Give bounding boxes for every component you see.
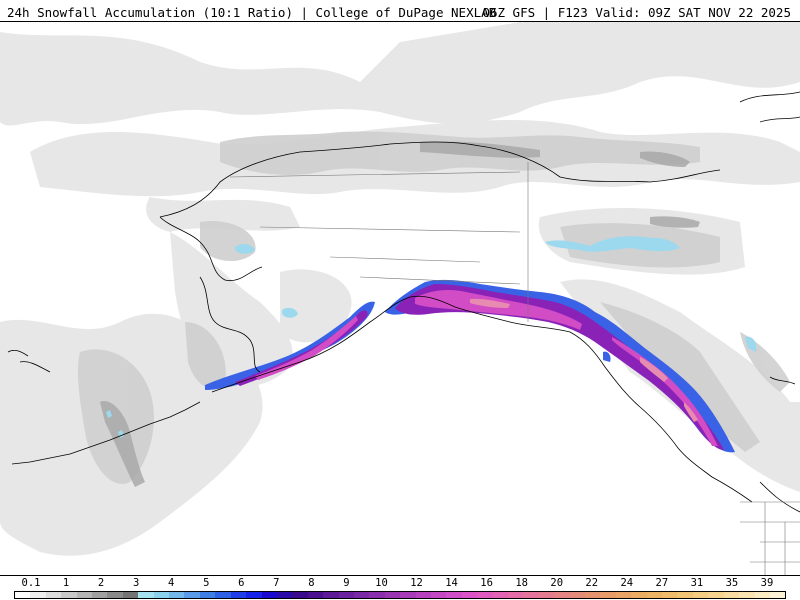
colorbar-tick-label: 10 [375,577,388,589]
map-canvas [0,22,800,575]
colorbar-tick-label: 20 [550,577,564,589]
colorbar-tick-label: 22 [585,577,599,589]
colorbar-tick-label: 27 [655,577,669,589]
colorbar-cell [261,592,277,598]
colorbar-cell [585,592,601,598]
coastlines [7,91,800,513]
colorbar-cell [554,592,570,598]
colorbar-cell [246,592,262,598]
colorbar-cell [307,592,324,598]
colorbar-cell [430,592,447,598]
colorbar-cell [769,592,786,598]
heavy-snow-shading-gray [100,141,700,487]
colorbar-tick-label: 1 [62,577,70,589]
model-run-info: 06Z GFS | F123 Valid: 09Z SAT NOV 22 202… [482,5,791,20]
colorbar-tick-label: 31 [690,577,704,589]
colorbar-cell [15,592,31,598]
colorbar-cell [508,592,524,598]
colorbar-cell [662,592,678,598]
colorbar-cell [76,592,93,598]
colorbar-tick-label: 5 [203,577,210,589]
colorbar-cell [477,592,493,598]
colorbar-tick-label: 8 [308,577,315,589]
colorbar-tick-label: 18 [515,577,528,589]
colorbar-cell [276,592,293,598]
colorbar-cell [138,592,154,598]
colorbar-cell [415,592,431,598]
colorbar-cell [400,592,416,598]
colorbar-cell [230,592,247,598]
colorbar-tick-label: 0.1 [21,577,41,589]
colorbar-cell [754,592,770,598]
colorbar-cell [353,592,370,598]
light-blue-snow [106,236,757,438]
colorbar-cell [107,592,123,598]
header-bar: 24h Snowfall Accumulation (10:1 Ratio) |… [0,0,800,22]
colorbar-strip [14,591,786,599]
colorbar-tick-label: 6 [238,577,245,589]
colorbar-cell [30,592,46,598]
colorbar-cell [708,592,724,598]
colorbar-cell [184,592,200,598]
colorbar-cell [384,592,401,598]
colorbar-cell [323,592,339,598]
colorbar-cell [692,592,709,598]
colorbar-cell [199,592,216,598]
colorbar-cell [92,592,108,598]
colorbar-cell [169,592,185,598]
colorbar-cell [153,592,170,598]
colorbar-tick-label: 3 [132,577,140,589]
colorbar-cell [677,592,693,598]
colorbar-cell [569,592,586,598]
colorbar-tick-label: 24 [620,577,634,589]
colorbar-cell [215,592,231,598]
colorbar-cell [446,592,462,598]
colorbar-cell [45,592,62,598]
colorbar-cell [739,592,755,598]
colorbar-cell [615,592,632,598]
colorbar-tick-label: 14 [445,577,458,589]
colorbar-tick-label: 35 [725,577,739,589]
snowfall-map[interactable] [0,22,800,575]
political-boundaries [229,162,800,575]
colorbar-cell [723,592,740,598]
colorbar-cell [631,592,647,598]
colorbar-cell [461,592,478,598]
colorbar-tick-label: 9 [343,577,350,589]
colorbar-cell [600,592,616,598]
colorbar-cell [523,592,539,598]
colorbar-cell [122,592,139,598]
colorbar-tick-label: 7 [273,577,280,589]
colorbar-tick-label: 2 [97,577,105,589]
colorbar-cell [338,592,354,598]
colorbar-tick-label: 39 [760,577,774,589]
colorbar-cell [492,592,508,598]
colorbar-tick-label: 16 [480,577,493,589]
colorbar-cell [646,592,663,598]
map-title: 24h Snowfall Accumulation (10:1 Ratio) |… [7,5,497,20]
colorbar-tick-label: 12 [410,577,423,589]
colorbar-cell [292,592,308,598]
colorbar-cell [369,592,385,598]
colorbar: 0.1 1 2 3 4 5 6 7 8 9 10 12 14 16 18 20 22 24 27 31 35 39 [0,575,800,600]
colorbar-cell [538,592,555,598]
colorbar-tick-label: 4 [168,577,175,589]
heavy-snow-core-pink [470,298,698,422]
colorbar-cell [61,592,77,598]
